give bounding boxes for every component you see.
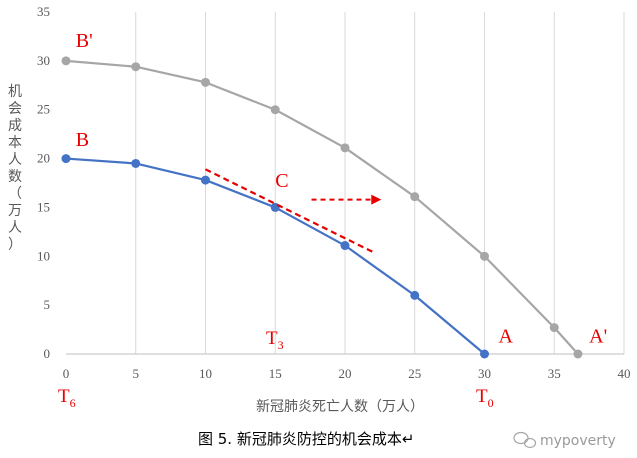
point-label-b: B [76,129,89,151]
series-1-point [410,290,420,300]
x-tick-label: 5 [133,366,140,381]
series-0-point [573,349,583,359]
annotation-overlays [205,168,382,255]
y-tick-label: 10 [37,248,50,263]
wechat-icon [513,431,537,449]
x-tick-label: 0 [63,366,70,381]
point-label-c: C [275,170,288,192]
t3-base: T [266,328,278,349]
t0-label: T0 [476,386,494,410]
t3-sub: 3 [278,338,284,352]
figure-caption: 图 5. 新冠肺炎防控的机会成本↵ [198,430,414,448]
t6-base: T [58,386,70,407]
series-0-point [270,105,280,115]
y-axis-title-char: （ [8,186,22,202]
point-label-bp: B' [76,30,93,52]
tangent-dashed-line [205,168,377,255]
x-tick-label: 10 [199,366,212,381]
t6-sub: 6 [70,396,76,410]
t0-base: T [476,386,488,407]
x-tick-label: 20 [339,366,352,381]
y-axis-title-char: ） [8,237,22,253]
gridlines [135,12,625,354]
point-labels: B' B C A A' [76,30,607,347]
y-axis-title-char: 机 [8,84,22,100]
watermark-text: mypoverty [540,433,616,449]
y-tick-label: 5 [44,297,51,312]
series-1-point [131,158,141,168]
series-0-point [549,323,559,333]
y-tick-label: 20 [37,151,50,166]
series-1-point [61,154,71,164]
x-tick-labels: 0 5 10 15 20 25 30 35 40 [63,366,631,381]
point-label-ap: A' [589,325,607,347]
series-0-point [480,251,489,261]
x-axis-title: 新冠肺炎死亡人数（万人） [256,399,424,415]
series-0-point [201,77,210,87]
y-tick-label: 15 [37,199,50,214]
y-axis-title-char: 万 [8,203,22,219]
t6-label: T6 [58,386,76,410]
series-1-point [201,175,210,185]
y-tick-label: 0 [44,346,51,361]
y-tick-label: 25 [37,102,50,117]
t0-sub: 0 [488,396,494,410]
series-0-line [65,59,579,355]
series-0-point [61,56,71,66]
x-tick-label: 30 [478,366,491,381]
x-tick-label: 35 [548,366,561,381]
series-layer [61,56,583,359]
series-1-point [480,349,489,359]
y-tick-labels: 0 5 10 15 20 25 30 35 [37,4,50,361]
series-1-point [340,241,350,251]
x-tick-label: 40 [618,366,631,381]
y-axis-title-char: 数 [8,169,22,185]
y-axis-title-char: 本 [8,135,22,151]
shift-arrow-head [371,194,382,205]
series-0-point [410,192,420,202]
y-axis-title-char: 成 [8,118,22,134]
t3-label: T3 [266,328,284,352]
wechat-watermark: mypoverty [513,431,616,449]
y-tick-label: 30 [37,53,50,68]
y-axis-title-char: 会 [8,101,22,117]
y-tick-label: 35 [37,4,50,19]
x-tick-label: 25 [408,366,421,381]
y-axis-title-char: 人 [8,220,22,236]
series-0-point [340,143,350,153]
x-tick-label: 15 [269,366,282,381]
point-label-a: A [498,325,513,347]
series-0-point [131,62,141,72]
y-axis-title-char: 人 [8,152,22,168]
